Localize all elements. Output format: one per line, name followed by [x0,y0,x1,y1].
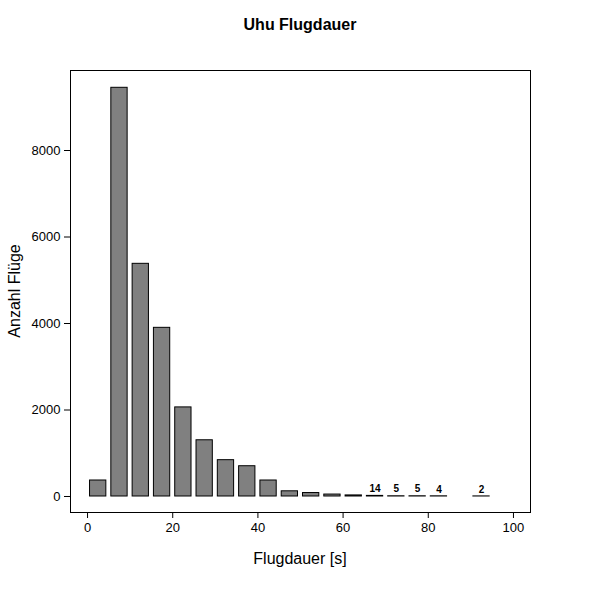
svg-text:Anzahl Flüge: Anzahl Flüge [6,244,23,337]
svg-text:2000: 2000 [32,402,61,417]
svg-text:2: 2 [479,484,485,495]
svg-text:40: 40 [251,520,265,535]
svg-text:14: 14 [369,483,381,494]
html-text:Uhu Flugdauer: Uhu Flugdauer [243,16,357,33]
svg-text:4: 4 [436,484,442,495]
svg-text:4000: 4000 [32,316,61,331]
svg-text:8000: 8000 [32,143,61,158]
svg-text:5: 5 [394,483,400,494]
svg-text:Flugdauer [s]: Flugdauer [s] [253,550,346,567]
svg-text:5: 5 [415,483,421,494]
svg-text:20: 20 [165,520,179,535]
svg-text:100: 100 [503,520,525,535]
svg-text:80: 80 [421,520,435,535]
svg-text:6000: 6000 [32,229,61,244]
svg-text:60: 60 [336,520,350,535]
svg-text:0: 0 [84,520,91,535]
svg-text:0: 0 [53,489,60,504]
